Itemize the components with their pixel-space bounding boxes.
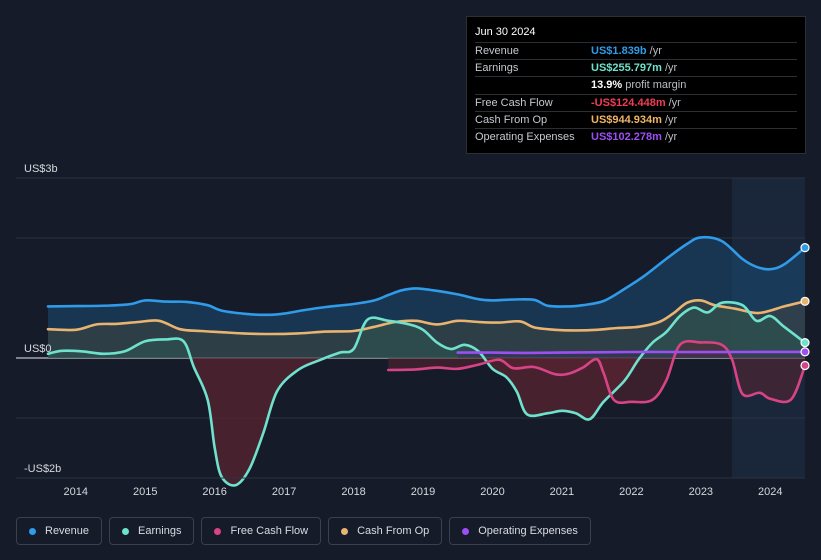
tooltip-row-value: US$944.934m (591, 113, 662, 126)
legend-item-cash-from-op[interactable]: Cash From Op (328, 517, 443, 545)
y-tick-label: US$0 (24, 343, 52, 355)
tooltip-row-value: US$102.278m (591, 131, 662, 144)
tooltip-row-suffix: /yr (668, 96, 681, 109)
legend-item-revenue[interactable]: Revenue (16, 517, 103, 545)
x-tick-label: 2020 (480, 486, 504, 498)
series-lines (46, 235, 807, 487)
tooltip-row: Cash From Op US$944.934m/yr (475, 110, 797, 128)
tooltip-date: Jun 30 2024 (475, 26, 536, 38)
earnings-line (46, 300, 807, 487)
tooltip-row-value: -US$124.448m (591, 96, 666, 109)
legend-label: Revenue (45, 525, 90, 537)
y-tick-label: -US$2b (24, 463, 61, 475)
legend-label: Cash From Op (357, 525, 430, 537)
legend-label: Earnings (138, 525, 182, 537)
cash-from-op-area (48, 300, 805, 358)
x-tick-label: 2024 (758, 486, 782, 498)
tooltip-row: Free Cash Flow -US$124.448m/yr (475, 93, 797, 111)
operating-expenses-line (456, 350, 807, 355)
y-tick-label: US$3b (24, 163, 58, 175)
legend-dot-icon (462, 527, 470, 535)
free-cash-flow-line (387, 339, 807, 404)
series-endpoints (800, 243, 810, 371)
tooltip-row-label: Earnings (475, 62, 519, 75)
tooltip-row-suffix: /yr (664, 62, 678, 75)
x-tick-label: 2023 (689, 486, 713, 498)
operating-expenses-endpoint (800, 347, 810, 357)
x-tick-label: 2015 (133, 486, 157, 498)
chart-legend: Revenue Earnings Free Cash Flow Cash From O… (16, 517, 591, 545)
free-cash-flow-endpoint (800, 360, 810, 371)
x-tick-label: 2022 (619, 486, 643, 498)
tooltip-row-label: Revenue (475, 45, 520, 58)
legend-item-free-cash-flow[interactable]: Free Cash Flow (201, 517, 322, 545)
tooltip-row-suffix: /yr (664, 131, 678, 144)
tooltip-row: Revenue US$1.839b/yr (475, 42, 797, 59)
revenue-line (46, 235, 807, 317)
legend-dot-icon (214, 527, 222, 535)
earnings-area-negative (48, 358, 805, 486)
legend-item-earnings[interactable]: Earnings (109, 517, 195, 545)
x-tick-label: 2019 (411, 486, 435, 498)
tooltip-rows: Revenue US$1.839b/yr Earnings US$255.797m/y… (475, 42, 797, 145)
legend-dot-icon (122, 527, 130, 535)
chart-tooltip: Jun 30 2024 Revenue US$1.839b/yr Earnings U… (466, 16, 806, 154)
legend-label: Free Cash Flow (230, 525, 309, 537)
tooltip-row: Earnings US$255.797m/yr (475, 59, 797, 76)
x-axis: 2014 2015 2016 2017 2018 2019 2020 2021 2022 2023… (16, 477, 805, 498)
cash-from-op-line (46, 298, 807, 336)
x-tick-label: 2021 (550, 486, 574, 498)
tooltip-row-label: Free Cash Flow (475, 96, 553, 109)
tooltip-row-value: US$255.797m (591, 62, 662, 75)
series-areas (48, 237, 805, 486)
free-cash-flow-area (388, 341, 805, 403)
x-tick-label: 2016 (202, 486, 226, 498)
tooltip-row: 13.9% profit margin (475, 76, 797, 93)
chart-area: US$3b US$0 -US$2b 2014 2015 2016 2017 2018 2019… (16, 163, 810, 498)
tooltip-row-suffix: /yr (664, 113, 678, 126)
tooltip-row-suffix: profit margin (625, 79, 687, 92)
earnings-endpoint (800, 338, 810, 348)
tooltip-row-label: Cash From Op (475, 113, 548, 126)
legend-item-operating-expenses[interactable]: Operating Expenses (449, 517, 591, 545)
tooltip-row-suffix: /yr (649, 45, 662, 58)
legend-label: Operating Expenses (478, 525, 578, 537)
tooltip-row-value: 13.9% (591, 79, 623, 92)
x-tick-label: 2014 (64, 486, 88, 498)
revenue-endpoint (800, 243, 810, 253)
cash-from-op-endpoint (800, 296, 810, 306)
tooltip-row-value: US$1.839b (591, 45, 647, 58)
y-axis: US$3b US$0 -US$2b (24, 163, 61, 475)
x-tick-label: 2017 (272, 486, 296, 498)
tooltip-row-label: Operating Expenses (475, 131, 575, 144)
legend-dot-icon (341, 527, 349, 535)
legend-dot-icon (29, 527, 36, 535)
x-tick-label: 2018 (341, 486, 365, 498)
tooltip-row: Operating Expenses US$102.278m/yr (475, 127, 797, 145)
